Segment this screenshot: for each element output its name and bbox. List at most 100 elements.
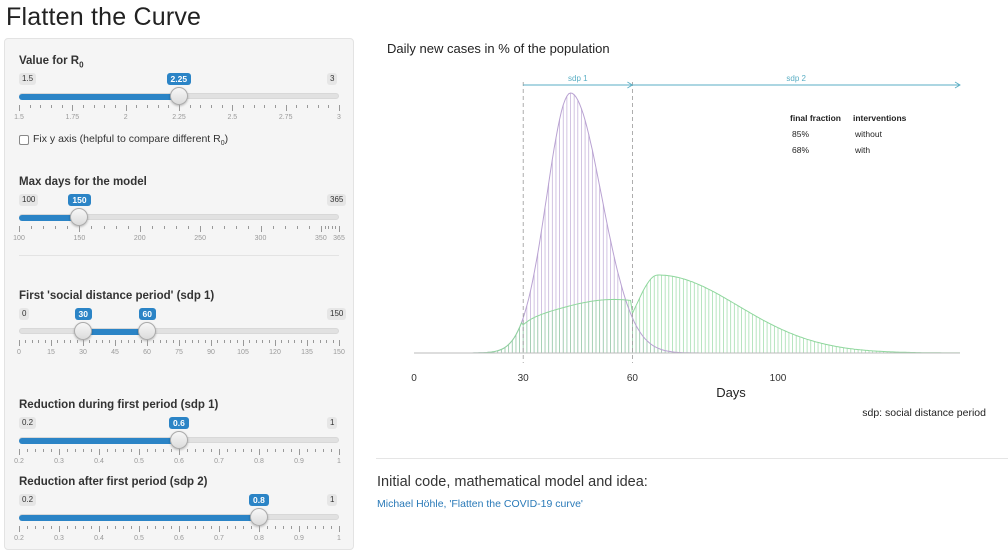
r0-tick-label: 1.75: [65, 114, 80, 121]
x-tick-label: 60: [627, 373, 639, 384]
red1-fill: [19, 438, 179, 444]
sdp1-minor-tick: [108, 340, 110, 343]
max-days-max-label: 365: [327, 194, 347, 206]
red1-minor-tick: [251, 449, 252, 452]
red1-tick-label: 0.4: [94, 458, 104, 465]
red1-minor-tick: [163, 449, 164, 452]
r0-label-text: Value for R: [19, 55, 80, 67]
red2-minor-tick: [211, 526, 212, 529]
sdp1-to-handle[interactable]: [138, 322, 156, 340]
max-days-value-handle[interactable]: [70, 208, 89, 226]
red1-minor-tick: [171, 449, 172, 452]
sdp1-minor-tick: [89, 340, 91, 343]
red1-tick-label: 0.3: [54, 458, 64, 465]
red1-tick: [139, 449, 140, 455]
red2-minor-tick: [35, 526, 36, 529]
red2-minor-tick: [163, 526, 164, 529]
max-days-minor-tick: [127, 226, 129, 229]
fix-y-axis-row[interactable]: Fix y axis (helpful to compare different…: [19, 133, 228, 147]
sdp1-minor-tick: [332, 340, 334, 343]
r0-minor-tick: [136, 105, 138, 108]
red1-minor-tick: [195, 449, 196, 452]
sdp1-minor-tick: [223, 340, 225, 343]
max-days-tick-label: 200: [133, 235, 146, 242]
chart-title: Daily new cases in % of the population: [387, 41, 610, 56]
r0-min-label: 1.5: [19, 73, 37, 85]
red2-tick-label: 0.2: [14, 535, 24, 542]
red1-minor-tick: [147, 449, 148, 452]
sdp1-minor-tick: [268, 340, 270, 343]
sdp1-tick: [243, 340, 244, 346]
r0-minor-tick: [243, 105, 244, 108]
r0-value-handle[interactable]: [170, 87, 188, 105]
red1-value-handle[interactable]: [170, 431, 188, 449]
max-days-minor-tick: [115, 226, 117, 229]
r0-minor-tick: [40, 105, 42, 108]
red1-tick: [179, 449, 180, 455]
sdp1-tick-label: 150: [333, 349, 345, 356]
r0-tick-label: 2: [123, 114, 128, 121]
red2-minor-tick: [43, 526, 44, 529]
fix-y-axis-label-end: ): [224, 133, 229, 145]
r0-tick: [339, 105, 340, 111]
red2-tick-label: 0.3: [54, 535, 64, 542]
credits-link[interactable]: Michael Höhle, 'Flatten the COVID-19 cur…: [377, 498, 583, 510]
max-days-minor-tick: [43, 226, 45, 229]
red2-value-handle[interactable]: [250, 508, 268, 526]
max-days-tick: [320, 226, 322, 232]
max-days-minor-tick: [331, 226, 333, 229]
red1-value-badge: 0.6: [169, 417, 189, 429]
red2-minor-tick: [187, 526, 188, 529]
max-days-tick: [339, 226, 340, 232]
red1-tick-label: 0.9: [294, 458, 304, 465]
reduction2-label: Reduction after first period (sdp 2): [19, 476, 208, 488]
sdp1-tick: [115, 340, 116, 346]
sdp1-from-handle[interactable]: [74, 322, 92, 340]
divider: [19, 255, 339, 256]
red1-minor-tick: [315, 449, 316, 452]
r0-tick: [179, 105, 180, 111]
red1-minor-tick: [43, 449, 44, 452]
sdp1-minor-tick: [127, 340, 129, 343]
red2-minor-tick: [235, 526, 236, 529]
sdp1-tick: [51, 340, 52, 346]
red2-minor-tick: [251, 526, 252, 529]
sdp1-tick-label: 90: [207, 349, 215, 356]
sdp1-minor-tick: [249, 340, 251, 343]
legend-fraction-value: 85%: [792, 129, 809, 139]
red1-minor-tick: [67, 449, 68, 452]
sdp1-period-label: sdp 1: [568, 74, 588, 83]
max-days-minor-tick: [324, 226, 326, 229]
legend-header-interventions: interventions: [853, 113, 907, 123]
red1-minor-tick: [331, 449, 332, 452]
max-days-minor-tick: [236, 226, 238, 229]
sdp1-minor-tick: [255, 340, 257, 343]
red2-tick: [59, 526, 60, 532]
sdp1-tick-label: 75: [175, 349, 183, 356]
sdp1-track[interactable]: [19, 328, 339, 334]
max-days-tick: [200, 226, 202, 232]
sdp1-tick: [211, 340, 212, 346]
x-tick-label: 100: [770, 373, 787, 384]
red2-minor-tick: [75, 526, 76, 529]
sdp1-tick: [83, 340, 84, 346]
red2-minor-tick: [283, 526, 284, 529]
red2-minor-tick: [107, 526, 108, 529]
r0-minor-tick: [211, 105, 212, 108]
red2-value-badge: 0.8: [249, 494, 269, 506]
r0-minor-tick: [200, 105, 202, 108]
sdp1-minor-tick: [159, 340, 161, 343]
x-tick-label: 0: [411, 373, 417, 384]
max-days-minor-tick: [103, 226, 105, 229]
red1-tick: [99, 449, 100, 455]
red2-tick-label: 1: [337, 535, 341, 542]
sdp1-tick: [275, 340, 276, 346]
sdp1-minor-tick: [185, 340, 187, 343]
r0-tick: [72, 105, 74, 111]
r0-minor-tick: [115, 105, 116, 108]
fix-y-axis-checkbox[interactable]: [19, 135, 29, 146]
sdp1-tick: [339, 340, 340, 346]
red2-tick: [339, 526, 340, 532]
r0-value-badge: 2.25: [166, 73, 192, 85]
sdp1-label: First 'social distance period' (sdp 1): [19, 290, 215, 302]
